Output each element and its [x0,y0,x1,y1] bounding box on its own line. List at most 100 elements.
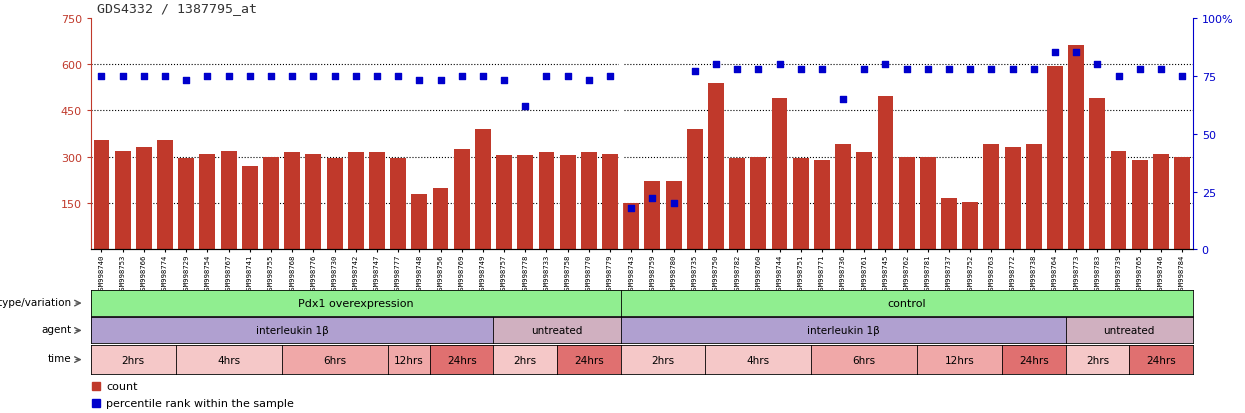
Bar [390,159,406,250]
Point [537,73,557,80]
Text: 2hrs: 2hrs [514,355,537,365]
Bar [1132,160,1148,250]
Point [198,73,218,80]
Text: 12hrs: 12hrs [393,355,423,365]
Bar [581,153,596,250]
Bar [835,145,852,250]
Point [642,196,662,202]
Bar [1153,154,1169,250]
Text: untreated: untreated [532,325,583,336]
Bar [115,151,131,250]
Point [918,66,937,73]
Point [748,66,768,73]
Point [558,73,578,80]
Point [261,73,281,80]
Bar [687,130,702,250]
Bar [1111,151,1127,250]
Bar [453,150,469,250]
Point [1172,73,1191,80]
Point [156,73,176,80]
Bar [730,159,745,250]
Bar [1047,66,1063,250]
Point [113,73,133,80]
Bar [666,182,681,250]
Bar [136,148,152,250]
Point [367,73,387,80]
Text: 24hrs: 24hrs [574,355,604,365]
Text: GDS4332 / 1387795_at: GDS4332 / 1387795_at [97,2,258,15]
Bar [518,156,533,250]
Point [833,96,853,103]
Point [240,73,260,80]
Point [664,200,684,207]
Point [431,78,451,84]
Point [727,66,747,73]
Bar [814,160,830,250]
Point [177,78,197,84]
Point [494,78,514,84]
Point [1087,62,1107,68]
Bar [263,157,279,250]
Bar [1026,145,1042,250]
Point [346,73,366,80]
Point [1023,66,1043,73]
Text: percentile rank within the sample: percentile rank within the sample [106,398,294,408]
Text: 2hrs: 2hrs [651,355,675,365]
Bar [1068,46,1084,250]
Bar [624,204,639,250]
Text: 6hrs: 6hrs [322,355,346,365]
Point [388,73,408,80]
Point [219,73,239,80]
Point [1066,50,1086,57]
Point [452,73,472,80]
Point [134,73,154,80]
Point [1045,50,1064,57]
Text: interleukin 1β: interleukin 1β [807,325,879,336]
Text: 6hrs: 6hrs [853,355,875,365]
Text: time: time [47,353,71,363]
Point [854,66,874,73]
Text: 2hrs: 2hrs [1086,355,1109,365]
Point [981,66,1001,73]
Bar [220,151,237,250]
Point [1002,66,1022,73]
Bar [242,166,258,250]
Bar [496,156,512,250]
Bar [411,195,427,250]
Bar [645,182,660,250]
Point [685,69,705,75]
Text: 12hrs: 12hrs [945,355,975,365]
Point [600,73,620,80]
Point [812,66,832,73]
Point [515,103,535,110]
Bar [560,156,575,250]
Bar [305,154,321,250]
Bar [603,154,618,250]
Text: 24hrs: 24hrs [1018,355,1048,365]
Bar [878,97,894,250]
Point [304,73,324,80]
Bar [199,154,215,250]
Text: untreated: untreated [1103,325,1155,336]
Bar [178,159,194,250]
Point [706,62,726,68]
Bar [539,153,554,250]
Bar [1005,148,1021,250]
Point [1108,73,1128,80]
Point [473,73,493,80]
Point [1129,66,1149,73]
Point [92,73,112,80]
Bar [708,83,723,250]
Text: genotype/variation: genotype/variation [0,297,71,307]
Point [896,66,916,73]
Bar [1089,99,1106,250]
Bar [772,99,788,250]
Text: Pdx1 overexpression: Pdx1 overexpression [298,298,413,309]
Bar [93,140,110,250]
Point [960,66,980,73]
Bar [962,202,979,250]
Text: interleukin 1β: interleukin 1β [255,325,329,336]
Point [325,73,345,80]
Text: 24hrs: 24hrs [447,355,477,365]
Point [769,62,789,68]
